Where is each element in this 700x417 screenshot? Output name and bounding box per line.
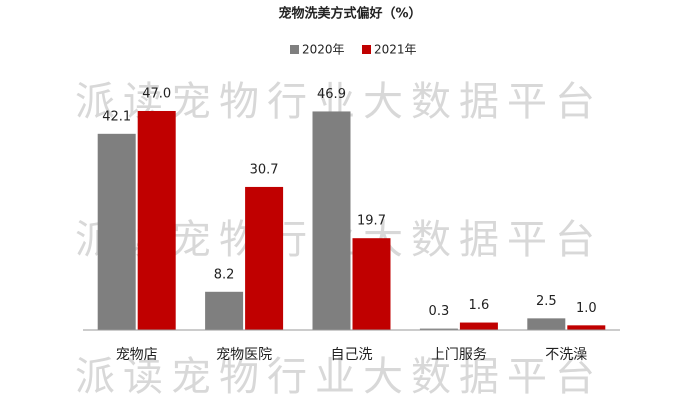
x-tick-label: 上门服务 <box>431 347 487 363</box>
value-label: 8.2 <box>214 267 235 282</box>
bar <box>97 133 136 330</box>
bar <box>312 111 351 330</box>
legend-swatch <box>290 45 299 54</box>
watermark: 派读宠物行业大数据平台 <box>75 354 603 400</box>
value-label: 1.6 <box>469 298 490 313</box>
bar <box>205 291 244 330</box>
value-label: 46.9 <box>317 87 346 102</box>
value-label: 42.1 <box>102 109 131 124</box>
value-label: 2.5 <box>536 294 557 309</box>
value-label: 1.0 <box>576 301 597 316</box>
bar <box>352 238 391 330</box>
x-tick-label: 自己洗 <box>331 347 373 363</box>
x-tick-label: 宠物店 <box>116 347 158 363</box>
bar <box>527 318 566 330</box>
legend-label: 2020年 <box>302 43 345 57</box>
value-label: 47.0 <box>142 86 171 101</box>
value-label: 30.7 <box>250 162 279 177</box>
bar <box>137 110 176 330</box>
x-tick-label: 不洗澡 <box>545 347 587 363</box>
x-tick-label: 宠物医院 <box>216 347 272 363</box>
value-label: 0.3 <box>429 304 450 319</box>
chart-title: 宠物洗美方式偏好（%） <box>278 6 421 22</box>
bar <box>419 328 458 330</box>
legend-swatch <box>362 45 371 54</box>
bar <box>245 186 284 330</box>
value-label: 19.7 <box>357 214 386 229</box>
bar <box>567 325 606 330</box>
bar <box>459 322 498 330</box>
legend-label: 2021年 <box>374 43 417 57</box>
